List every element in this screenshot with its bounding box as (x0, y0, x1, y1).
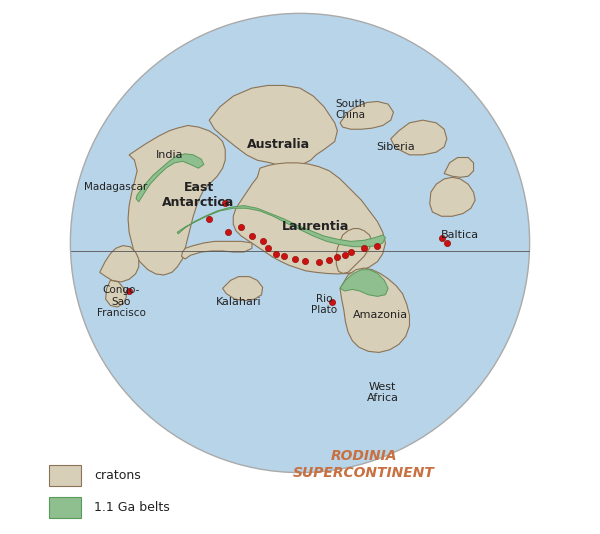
Text: Siberia: Siberia (377, 142, 415, 152)
Polygon shape (337, 229, 372, 273)
Text: Amazonia: Amazonia (353, 310, 407, 320)
Text: 1.1 Ga belts: 1.1 Ga belts (94, 501, 170, 514)
Text: cratons: cratons (94, 469, 141, 482)
Polygon shape (340, 270, 388, 296)
FancyBboxPatch shape (49, 465, 81, 486)
Text: Rio
Plato: Rio Plato (311, 294, 337, 315)
Text: Baltica: Baltica (441, 230, 479, 240)
Text: West
Africa: West Africa (367, 382, 399, 403)
Polygon shape (391, 120, 447, 155)
Text: RODINIA
SUPERCONTINENT: RODINIA SUPERCONTINENT (293, 450, 435, 480)
Text: Australia: Australia (247, 138, 310, 151)
Text: South
China: South China (335, 99, 366, 120)
Polygon shape (340, 101, 394, 129)
Polygon shape (233, 163, 385, 274)
Polygon shape (209, 85, 337, 168)
Polygon shape (106, 280, 127, 307)
Text: East
Antarctica: East Antarctica (163, 181, 235, 209)
Polygon shape (181, 241, 252, 259)
Circle shape (70, 13, 530, 473)
Polygon shape (177, 206, 385, 247)
Text: Laurentia: Laurentia (283, 221, 350, 233)
Text: Madagascar: Madagascar (84, 182, 148, 192)
Polygon shape (430, 177, 475, 216)
FancyBboxPatch shape (49, 497, 81, 518)
Polygon shape (340, 268, 409, 352)
Polygon shape (100, 246, 139, 282)
Text: India: India (155, 150, 183, 160)
Polygon shape (136, 154, 204, 202)
Polygon shape (223, 277, 263, 301)
Text: Congo-
Sao
Francisco: Congo- Sao Francisco (97, 285, 146, 318)
Text: Kalahari: Kalahari (216, 297, 262, 307)
Polygon shape (444, 158, 473, 177)
Polygon shape (128, 125, 225, 275)
